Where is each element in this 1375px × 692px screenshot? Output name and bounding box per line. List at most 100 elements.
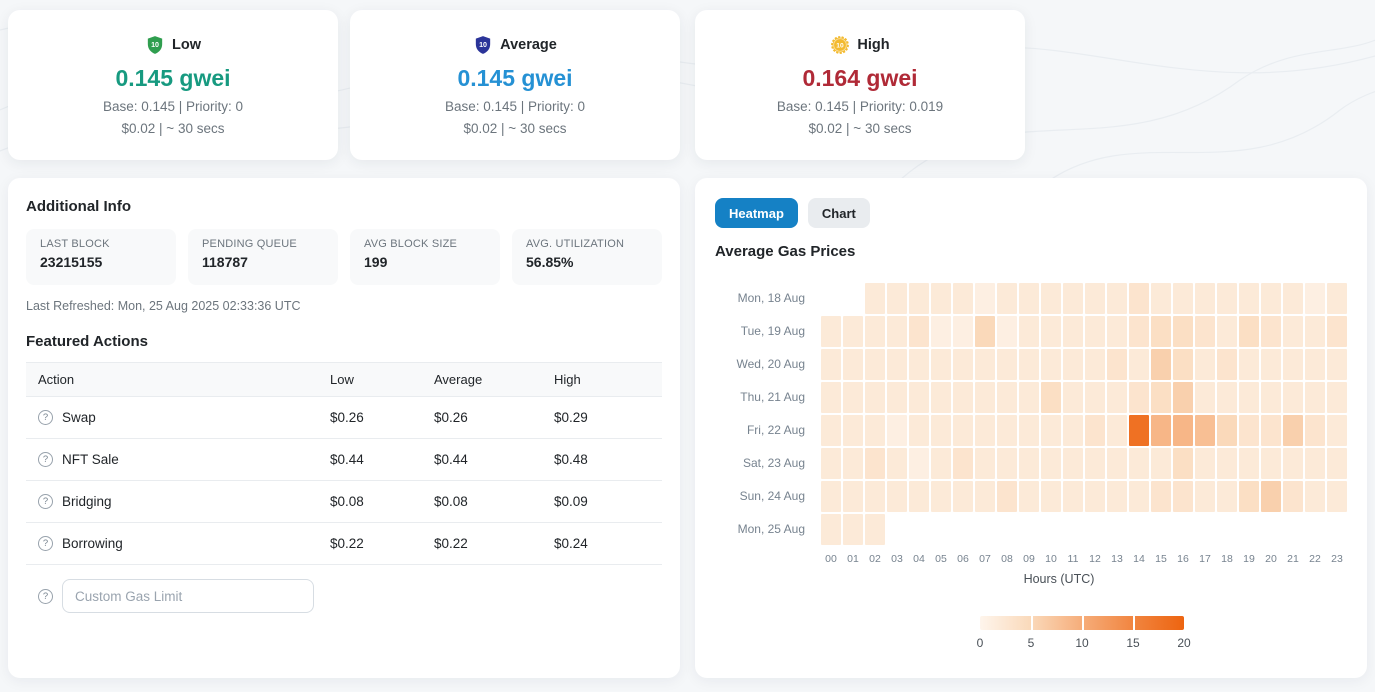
heatmap-cell[interactable]: [909, 382, 929, 413]
heatmap-cell[interactable]: [1107, 415, 1127, 446]
heatmap-cell[interactable]: [1041, 283, 1061, 314]
heatmap-cell[interactable]: [1041, 316, 1061, 347]
help-icon[interactable]: ?: [38, 410, 53, 425]
heatmap-cell[interactable]: [887, 481, 907, 512]
heatmap-cell[interactable]: [1327, 349, 1347, 380]
heatmap-cell[interactable]: [1085, 349, 1105, 380]
heatmap-cell[interactable]: [887, 283, 907, 314]
heatmap-cell[interactable]: [1019, 283, 1039, 314]
heatmap-cell[interactable]: [1173, 415, 1193, 446]
heatmap-cell[interactable]: [1327, 448, 1347, 479]
heatmap-cell[interactable]: [1151, 349, 1171, 380]
heatmap-cell[interactable]: [1173, 316, 1193, 347]
heatmap-cell[interactable]: [1063, 316, 1083, 347]
heatmap-cell[interactable]: [975, 283, 995, 314]
heatmap-cell[interactable]: [1217, 283, 1237, 314]
heatmap-cell[interactable]: [931, 448, 951, 479]
heatmap-cell[interactable]: [865, 448, 885, 479]
heatmap-cell[interactable]: [1283, 448, 1303, 479]
heatmap-cell[interactable]: [1195, 448, 1215, 479]
heatmap-cell[interactable]: [821, 448, 841, 479]
heatmap-cell[interactable]: [1085, 316, 1105, 347]
heatmap-cell[interactable]: [1305, 415, 1325, 446]
heatmap-cell[interactable]: [865, 283, 885, 314]
heatmap-cell[interactable]: [931, 316, 951, 347]
heatmap-cell[interactable]: [1129, 316, 1149, 347]
heatmap-cell[interactable]: [1107, 316, 1127, 347]
heatmap-cell[interactable]: [843, 448, 863, 479]
tab-chart[interactable]: Chart: [807, 198, 870, 228]
heatmap-cell[interactable]: [1327, 316, 1347, 347]
heatmap-cell[interactable]: [887, 415, 907, 446]
heatmap-cell[interactable]: [1151, 316, 1171, 347]
heatmap-cell[interactable]: [997, 415, 1017, 446]
heatmap-cell[interactable]: [1195, 316, 1215, 347]
heatmap-cell[interactable]: [931, 415, 951, 446]
heatmap-cell[interactable]: [1239, 349, 1259, 380]
heatmap-cell[interactable]: [1151, 415, 1171, 446]
heatmap-cell[interactable]: [1283, 382, 1303, 413]
heatmap-cell[interactable]: [1107, 349, 1127, 380]
heatmap-cell[interactable]: [909, 481, 929, 512]
heatmap-cell[interactable]: [1063, 415, 1083, 446]
heatmap-cell[interactable]: [1107, 283, 1127, 314]
heatmap-cell[interactable]: [1173, 382, 1193, 413]
heatmap-cell[interactable]: [1173, 283, 1193, 314]
heatmap-cell[interactable]: [821, 481, 841, 512]
heatmap-cell[interactable]: [1173, 349, 1193, 380]
heatmap-cell[interactable]: [931, 349, 951, 380]
heatmap-cell[interactable]: [953, 283, 973, 314]
heatmap-cell[interactable]: [1305, 283, 1325, 314]
heatmap-cell[interactable]: [821, 415, 841, 446]
heatmap-cell[interactable]: [1063, 382, 1083, 413]
heatmap-cell[interactable]: [1305, 349, 1325, 380]
heatmap-cell[interactable]: [1261, 481, 1281, 512]
heatmap-cell[interactable]: [1085, 382, 1105, 413]
heatmap-cell[interactable]: [821, 316, 841, 347]
heatmap-cell[interactable]: [1085, 481, 1105, 512]
heatmap-cell[interactable]: [1019, 481, 1039, 512]
heatmap-cell[interactable]: [1063, 349, 1083, 380]
heatmap-cell[interactable]: [1327, 283, 1347, 314]
heatmap-cell[interactable]: [1239, 283, 1259, 314]
heatmap-cell[interactable]: [1041, 415, 1061, 446]
heatmap-cell[interactable]: [1019, 349, 1039, 380]
heatmap-cell[interactable]: [1239, 415, 1259, 446]
heatmap-cell[interactable]: [1063, 283, 1083, 314]
heatmap-cell[interactable]: [1107, 382, 1127, 413]
heatmap-cell[interactable]: [821, 514, 841, 545]
heatmap-cell[interactable]: [843, 382, 863, 413]
heatmap-cell[interactable]: [1305, 481, 1325, 512]
heatmap-cell[interactable]: [1217, 415, 1237, 446]
heatmap-cell[interactable]: [1041, 481, 1061, 512]
heatmap-cell[interactable]: [975, 481, 995, 512]
heatmap-cell[interactable]: [821, 349, 841, 380]
heatmap-cell[interactable]: [1283, 349, 1303, 380]
heatmap-cell[interactable]: [1217, 382, 1237, 413]
heatmap-cell[interactable]: [1107, 481, 1127, 512]
heatmap-cell[interactable]: [1327, 382, 1347, 413]
heatmap-cell[interactable]: [1305, 448, 1325, 479]
heatmap-cell[interactable]: [865, 349, 885, 380]
heatmap-cell[interactable]: [1085, 448, 1105, 479]
heatmap-cell[interactable]: [997, 316, 1017, 347]
heatmap-cell[interactable]: [1305, 316, 1325, 347]
heatmap-cell[interactable]: [997, 448, 1017, 479]
heatmap-cell[interactable]: [931, 283, 951, 314]
heatmap-cell[interactable]: [975, 382, 995, 413]
heatmap-cell[interactable]: [997, 382, 1017, 413]
heatmap-cell[interactable]: [909, 316, 929, 347]
heatmap-cell[interactable]: [1041, 382, 1061, 413]
heatmap-cell[interactable]: [1107, 448, 1127, 479]
heatmap-cell[interactable]: [909, 415, 929, 446]
heatmap-cell[interactable]: [1129, 349, 1149, 380]
heatmap-cell[interactable]: [1217, 316, 1237, 347]
heatmap-cell[interactable]: [953, 415, 973, 446]
heatmap-cell[interactable]: [1019, 448, 1039, 479]
help-icon[interactable]: ?: [38, 452, 53, 467]
heatmap-cell[interactable]: [1041, 349, 1061, 380]
heatmap-cell[interactable]: [1195, 349, 1215, 380]
heatmap-cell[interactable]: [1239, 316, 1259, 347]
heatmap-cell[interactable]: [1173, 448, 1193, 479]
help-icon[interactable]: ?: [38, 588, 53, 604]
